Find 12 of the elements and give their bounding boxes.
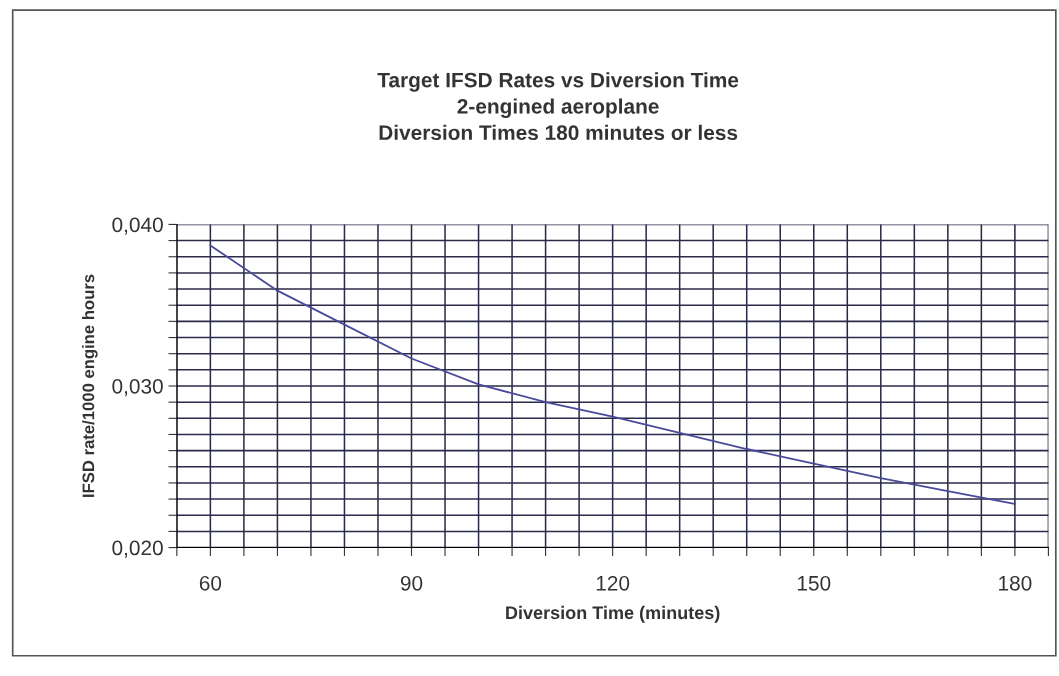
y-axis-title: IFSD rate/1000 engine hours: [82, 274, 98, 497]
x-tick-label: 180: [999, 575, 1032, 591]
line-series: [209, 244, 1016, 505]
chart-title: Target IFSD Rates vs Diversion Time 2-engined aeroplane Diversion Times 180 minutes or less: [377, 72, 739, 141]
x-tick-label: 150: [797, 575, 831, 591]
x-axis-title: Diversion Time (minutes): [506, 605, 720, 623]
x-tick-label: 60: [199, 575, 222, 591]
x-tick-label: 120: [596, 575, 630, 591]
y-tick-label: 0,040: [112, 217, 163, 235]
y-tick-label: 0,020: [112, 540, 163, 558]
y-tick-label: 0,030: [112, 379, 163, 397]
x-tick-label: 90: [400, 575, 423, 591]
